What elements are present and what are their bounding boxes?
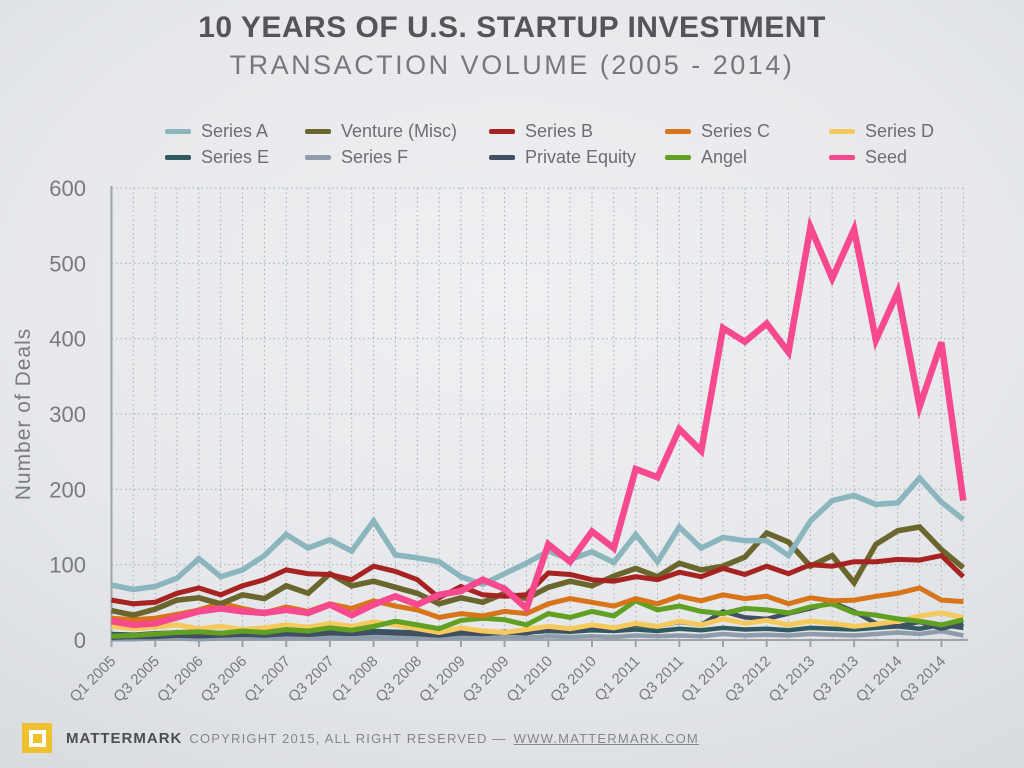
svg-text:Q1 2014: Q1 2014 (853, 653, 906, 706)
page-title: 10 YEARS OF U.S. STARTUP INVESTMENT (198, 11, 826, 44)
svg-text:Q1 2006: Q1 2006 (154, 653, 207, 706)
legend-label: Series D (865, 120, 935, 141)
svg-text:Q3 2012: Q3 2012 (722, 653, 775, 706)
legend-label: Venture (Misc) (341, 120, 458, 141)
legend-swatch-icon (165, 154, 191, 160)
legend-label: Series C (701, 120, 771, 141)
svg-text:Q1 2010: Q1 2010 (503, 653, 556, 706)
legend-swatch-icon (829, 128, 855, 134)
legend-swatch-icon (665, 154, 691, 160)
legend-item-venture-misc-: Venture (Misc) (305, 121, 489, 142)
mattermark-logo-icon (22, 723, 52, 753)
svg-text:Q3 2013: Q3 2013 (809, 653, 862, 706)
svg-text:400: 400 (49, 327, 86, 352)
legend-label: Angel (701, 146, 748, 167)
legend-item-series-f: Series F (305, 147, 489, 168)
legend-item-series-c: Series C (665, 121, 829, 142)
legend-item-series-d: Series D (829, 121, 979, 142)
svg-text:Q3 2009: Q3 2009 (460, 653, 513, 706)
svg-text:Q3 2006: Q3 2006 (198, 653, 251, 706)
svg-text:500: 500 (49, 251, 86, 276)
legend-swatch-icon (489, 154, 515, 160)
legend-swatch-icon (305, 128, 331, 134)
svg-text:0: 0 (74, 628, 86, 653)
legend-label: Series A (201, 120, 269, 141)
svg-text:Q1 2011: Q1 2011 (592, 653, 644, 705)
svg-text:Q1 2013: Q1 2013 (766, 653, 819, 706)
legend-item-series-b: Series B (489, 121, 665, 142)
legend-item-angel: Angel (665, 147, 829, 168)
svg-text:600: 600 (49, 176, 86, 201)
svg-text:Q1 2012: Q1 2012 (678, 653, 731, 706)
svg-text:Q1 2005: Q1 2005 (67, 653, 120, 706)
svg-text:Q3 2014: Q3 2014 (897, 653, 950, 706)
legend-label: Private Equity (525, 146, 637, 167)
chart-header: 10 YEARS OF U.S. STARTUP INVESTMENT TRAN… (0, 10, 1024, 82)
svg-text:Q3 2005: Q3 2005 (110, 653, 163, 706)
legend-swatch-icon (489, 128, 515, 134)
legend-swatch-icon (165, 128, 191, 134)
legend-item-series-e: Series E (165, 147, 305, 168)
legend-item-seed: Seed (829, 147, 979, 168)
legend-swatch-icon (665, 128, 691, 134)
legend-label: Seed (865, 146, 908, 167)
footer-link[interactable]: WWW.MATTERMARK.COM (513, 730, 699, 746)
footer-brand: MATTERMARK (66, 729, 183, 747)
page-subtitle: TRANSACTION VOLUME (2005 - 2014) (229, 50, 795, 80)
svg-text:300: 300 (49, 402, 86, 427)
svg-text:100: 100 (49, 553, 86, 578)
svg-text:Q3 2007: Q3 2007 (285, 653, 338, 706)
legend-swatch-icon (305, 154, 331, 160)
legend-label: Series E (201, 146, 270, 167)
legend: Series A Venture (Misc) Series B Series C Se… (165, 118, 979, 170)
footer: MATTERMARK COPYRIGHT 2015, ALL RIGHT RES… (22, 723, 699, 753)
svg-text:Number of Deals: Number of Deals (12, 328, 35, 501)
svg-text:Q3 2008: Q3 2008 (372, 653, 425, 706)
svg-text:Q1 2008: Q1 2008 (329, 653, 382, 706)
svg-text:Q3 2011: Q3 2011 (635, 653, 687, 705)
legend-label: Series F (341, 146, 409, 167)
svg-text:Q3 2010: Q3 2010 (547, 653, 600, 706)
legend-swatch-icon (829, 154, 855, 160)
legend-item-series-a: Series A (165, 121, 305, 142)
svg-text:Q1 2007: Q1 2007 (241, 653, 294, 706)
footer-copyright: COPYRIGHT 2015, ALL RIGHT RESERVED — (189, 730, 507, 746)
legend-item-private-equity: Private Equity (489, 147, 665, 168)
svg-text:Q1 2009: Q1 2009 (416, 653, 469, 706)
svg-text:200: 200 (49, 477, 86, 502)
legend-label: Series B (525, 120, 594, 141)
